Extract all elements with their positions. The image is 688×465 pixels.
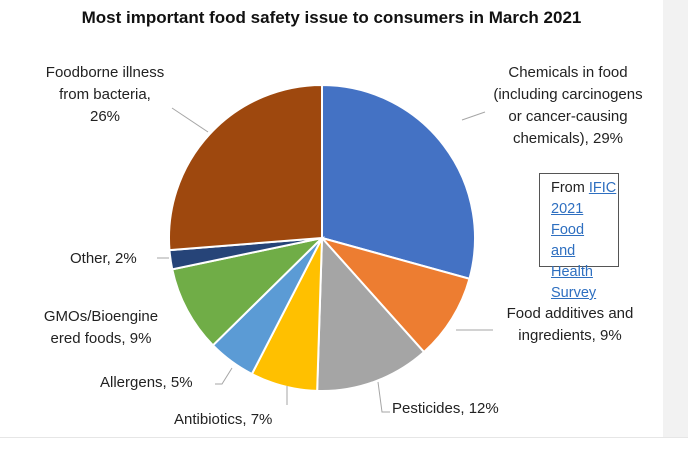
- label-line: Food additives and: [506, 305, 634, 322]
- source-link[interactable]: IFIC: [588, 180, 617, 196]
- source-link[interactable]: Survey: [551, 285, 597, 301]
- source-box: From IFIC 2021 Food and Health Survey: [539, 173, 619, 301]
- label-foodborne: Foodborne illness from bacteria, 26%: [30, 62, 180, 128]
- divider: [0, 437, 688, 438]
- leader-line-pesticides: [377, 381, 390, 413]
- leader-line-allergens: [215, 367, 233, 385]
- label-line: 26%: [89, 108, 121, 125]
- label-other: Other, 2%: [70, 250, 137, 267]
- leader-line-foodborne: [171, 107, 209, 133]
- label-pesticides: Pesticides, 12%: [392, 400, 499, 417]
- label-allergens: Allergens, 5%: [100, 374, 193, 391]
- chart-title: Most important food safety issue to cons…: [81, 8, 582, 27]
- label-line: from bacteria,: [59, 86, 151, 103]
- source-link[interactable]: and Health: [551, 243, 593, 280]
- label-antibiotics: Antibiotics, 7%: [174, 411, 273, 428]
- label-line: (including carcinogens: [493, 86, 643, 103]
- slice-gmos: [171, 236, 326, 347]
- label-line: ered foods, 9%: [50, 330, 152, 347]
- source-link[interactable]: 2021 Food: [551, 201, 585, 238]
- label-line: ingredients, 9%: [518, 327, 622, 344]
- label-chemicals: Chemicals in food (including carcinogens…: [478, 62, 658, 150]
- label-line: or cancer-causing: [508, 108, 628, 125]
- label-line: GMOs/Bioengine: [43, 308, 159, 325]
- slice-chemicals: [321, 83, 476, 281]
- label-line: chemicals), 29%: [512, 130, 624, 147]
- side-strip: [663, 0, 688, 437]
- leader-line-chemicals: [461, 111, 486, 121]
- label-gmos: GMOs/Bioengine ered foods, 9%: [36, 306, 166, 350]
- slice-pesticides: [316, 235, 426, 392]
- label-line: Chemicals in food: [508, 64, 628, 81]
- label-line: Foodborne illness: [45, 64, 165, 81]
- source-prefix: From: [551, 180, 589, 196]
- slice-additives: [318, 236, 471, 354]
- label-additives: Food additives and ingredients, 9%: [495, 303, 645, 347]
- slice-foodborne: [168, 83, 323, 252]
